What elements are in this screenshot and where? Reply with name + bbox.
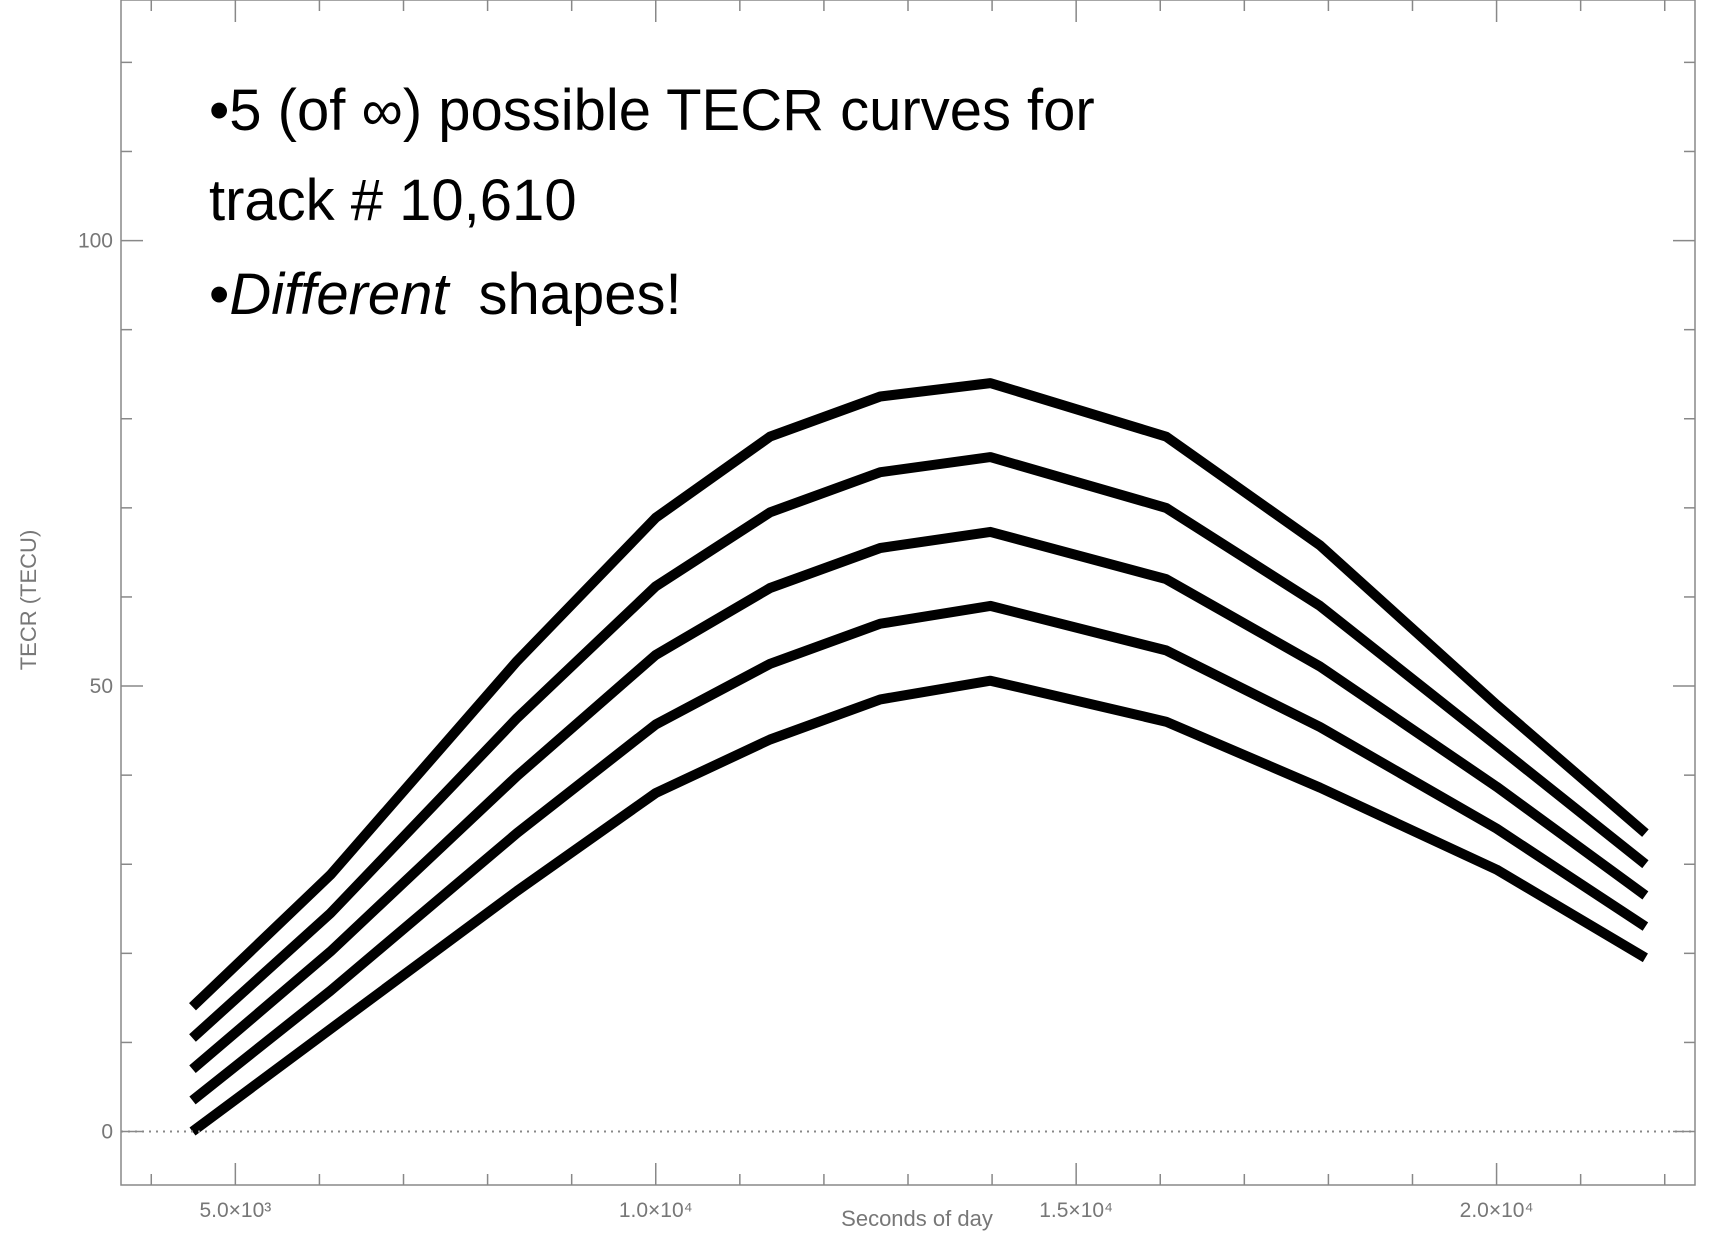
tecr-curve <box>189 526 1649 1074</box>
x-tick-label: 1.0×10⁴ <box>619 1199 693 1222</box>
y-tick-label: 100 <box>78 230 113 253</box>
emphasis: Different <box>229 262 451 327</box>
tecr-curve <box>189 452 1649 1042</box>
plot-area <box>189 378 1649 1136</box>
y-tick-label: 0 <box>101 1121 113 1144</box>
y-tick-label: 50 <box>90 675 113 698</box>
x-tick-label: 5.0×10³ <box>199 1199 271 1222</box>
annotation-line: •5 (of ∞) possible TECR curves for <box>209 78 1095 143</box>
x-tick-label: 2.0×10⁴ <box>1460 1199 1534 1222</box>
annotation-line: •Different shapes! <box>209 262 682 327</box>
tecr-curve <box>189 675 1648 1136</box>
x-axis-label: Seconds of day <box>841 1206 993 1231</box>
y-axis-label: TECR (TECU) <box>16 530 41 671</box>
annotation-line: track # 10,610 <box>209 168 577 233</box>
bullet: • <box>209 262 229 327</box>
tecr-curve <box>189 378 1649 1011</box>
annotation-rest: shapes! <box>479 262 682 327</box>
tecr-curve <box>189 600 1649 1105</box>
x-tick-label: 1.5×10⁴ <box>1039 1199 1113 1222</box>
